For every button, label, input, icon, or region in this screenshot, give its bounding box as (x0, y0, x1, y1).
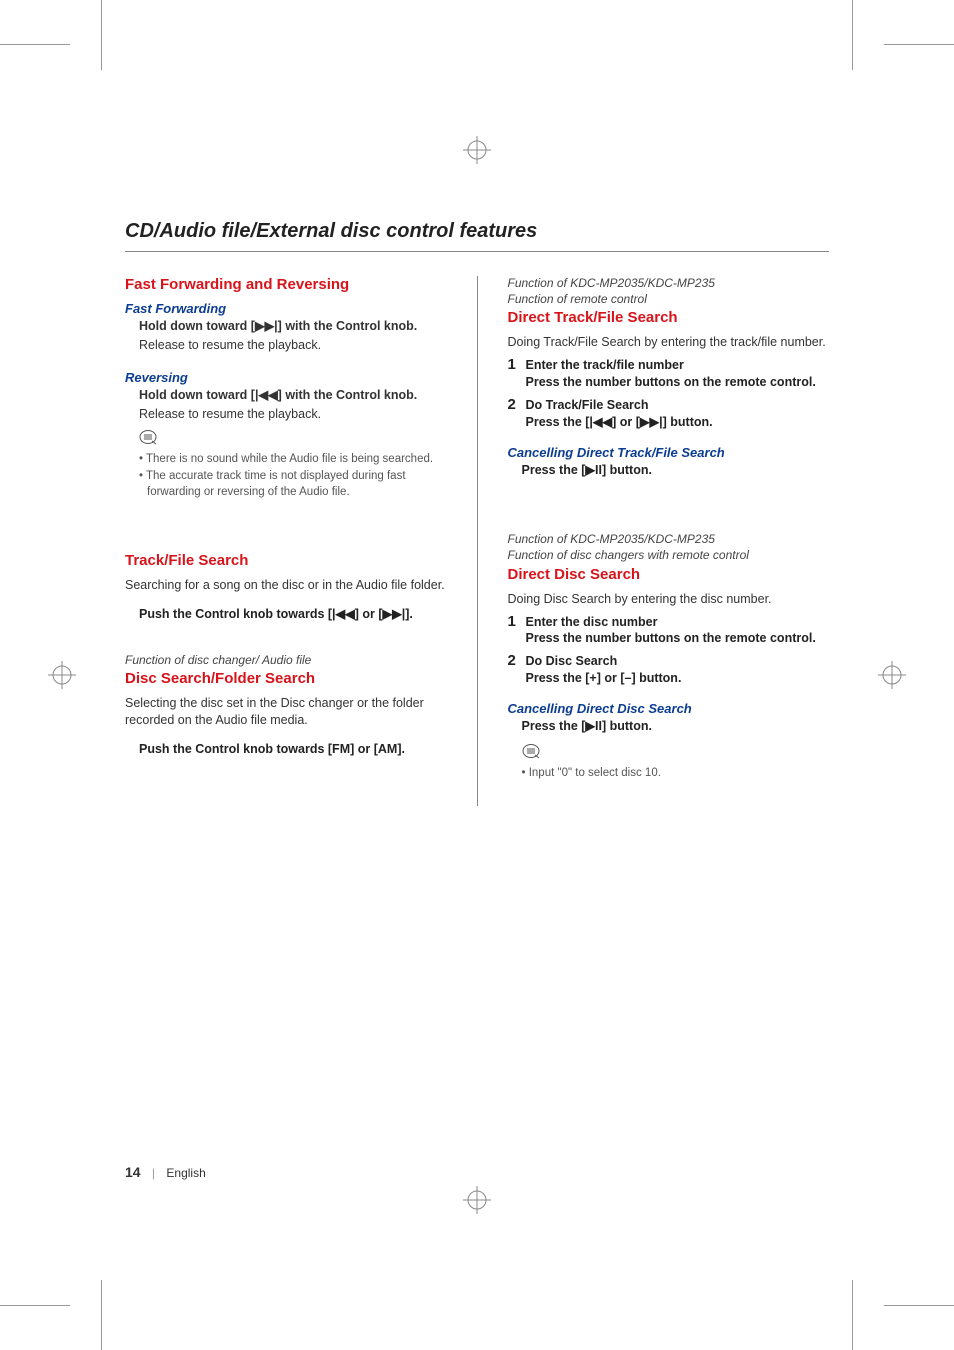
register-mark-left (48, 661, 76, 689)
r2-step-1: 1 Enter the disc number Press the number… (508, 614, 830, 648)
crop-bot-right-v (852, 1280, 853, 1350)
heading-direct-disc-search: Direct Disc Search (508, 566, 830, 583)
fwd-instruction: Hold down toward [▶▶|] with the Control … (125, 318, 447, 335)
crop-top-left-v (101, 0, 102, 70)
column-divider (477, 276, 478, 806)
ctx-r1-models: Function of KDC-MP2035/KDC-MP235 (508, 276, 830, 292)
step-number: 2 (508, 653, 520, 670)
page-footer: 14 | English (125, 1164, 206, 1180)
crop-bot-right-h (884, 1305, 954, 1306)
subhead-cancel-track: Cancelling Direct Track/File Search (508, 445, 830, 460)
heading-direct-track-search: Direct Track/File Search (508, 309, 830, 326)
ctx-r2-models: Function of KDC-MP2035/KDC-MP235 (508, 532, 830, 548)
rev-instruction: Hold down toward [|◀◀] with the Control … (125, 387, 447, 404)
crop-top-right-v (852, 0, 853, 70)
step-number: 1 (508, 357, 520, 374)
page-number: 14 (125, 1164, 141, 1180)
r2-s2-title: Do Disc Search (526, 653, 830, 670)
crop-top-left-h (0, 44, 70, 45)
r1-step-1: 1 Enter the track/file number Press the … (508, 357, 830, 391)
track-search-action: Push the Control knob towards [|◀◀] or [… (125, 606, 447, 623)
note-icon (139, 429, 157, 445)
subhead-fast-forwarding: Fast Forwarding (125, 301, 447, 316)
crop-bot-left-v (101, 1280, 102, 1350)
footer-separator: | (152, 1166, 155, 1180)
crop-top-right-h (884, 44, 954, 45)
r1-s1-title: Enter the track/file number (526, 357, 830, 374)
r1-s2-title: Do Track/File Search (526, 397, 830, 414)
ctx-r1-remote: Function of remote control (508, 292, 830, 308)
subhead-cancel-disc: Cancelling Direct Disc Search (508, 701, 830, 716)
ctx-r2-changers: Function of disc changers with remote co… (508, 548, 830, 564)
heading-track-file-search: Track/File Search (125, 552, 447, 569)
content-columns: Fast Forwarding and Reversing Fast Forwa… (125, 276, 829, 806)
page-title: CD/Audio file/External disc control feat… (125, 220, 829, 252)
heading-fast-fwd-rev: Fast Forwarding and Reversing (125, 276, 447, 293)
direct-track-body: Doing Track/File Search by entering the … (508, 334, 830, 351)
r2-s2-text: Press the [+] or [–] button. (526, 670, 830, 687)
track-search-body: Searching for a song on the disc or in t… (125, 577, 447, 594)
r2-s1-text: Press the number buttons on the remote c… (526, 630, 830, 647)
left-column: Fast Forwarding and Reversing Fast Forwa… (125, 276, 447, 806)
page-language: English (166, 1166, 205, 1180)
rev-release: Release to resume the playback. (125, 406, 447, 423)
cancel-track-text: Press the [▶II] button. (508, 462, 830, 479)
r1-s2-text: Press the [|◀◀] or [▶▶|] button. (526, 414, 830, 431)
crop-bot-left-h (0, 1305, 70, 1306)
r2-step-2: 2 Do Disc Search Press the [+] or [–] bu… (508, 653, 830, 687)
register-mark-right (878, 661, 906, 689)
note-icon (522, 743, 540, 759)
note-no-sound: • There is no sound while the Audio file… (125, 452, 447, 468)
note-track-time: • The accurate track time is not display… (125, 469, 447, 500)
register-mark-bottom (463, 1186, 491, 1214)
disc-folder-action: Push the Control knob towards [FM] or [A… (125, 741, 447, 758)
step-number: 2 (508, 397, 520, 414)
right-column: Function of KDC-MP2035/KDC-MP235 Functio… (508, 276, 830, 806)
heading-disc-folder-search: Disc Search/Folder Search (125, 670, 447, 687)
r1-s1-text: Press the number buttons on the remote c… (526, 374, 830, 391)
r1-step-2: 2 Do Track/File Search Press the [|◀◀] o… (508, 397, 830, 431)
cancel-disc-text: Press the [▶II] button. (508, 718, 830, 735)
note-disc-10: • Input "0" to select disc 10. (508, 766, 830, 782)
register-mark-top (463, 136, 491, 164)
r2-s1-title: Enter the disc number (526, 614, 830, 631)
ctx-disc-changer: Function of disc changer/ Audio file (125, 653, 447, 669)
fwd-release: Release to resume the playback. (125, 337, 447, 354)
step-number: 1 (508, 614, 520, 631)
disc-folder-body: Selecting the disc set in the Disc chang… (125, 695, 447, 729)
direct-disc-body: Doing Disc Search by entering the disc n… (508, 591, 830, 608)
subhead-reversing: Reversing (125, 370, 447, 385)
